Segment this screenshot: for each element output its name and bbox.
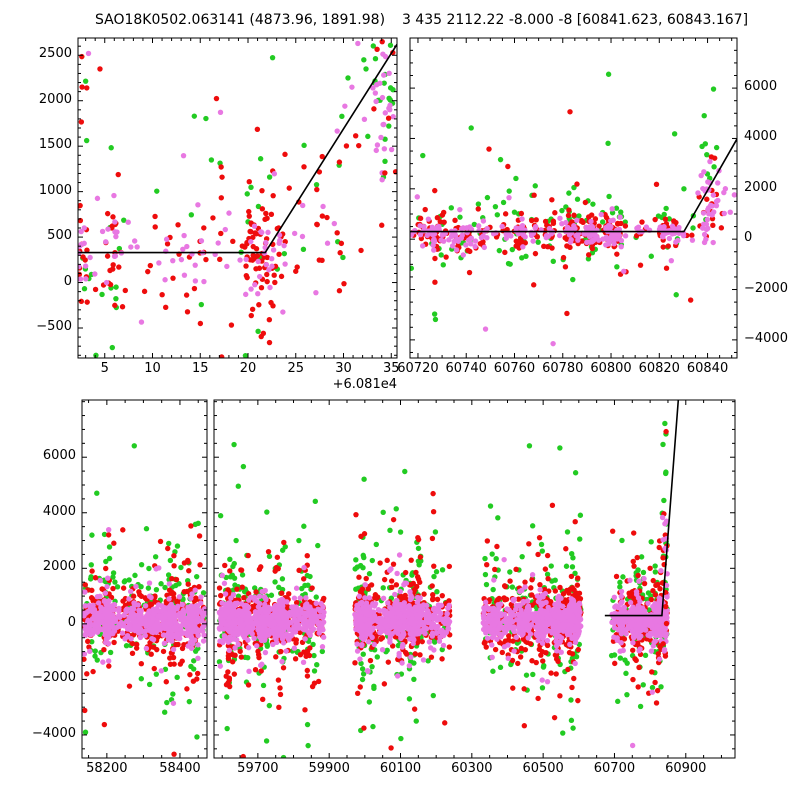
subplot-title-right: 3 435 2112.22 -8.000 -8 [60841.623, 6084… — [401, 12, 749, 28]
subplot-title-left: SAO18K0502.063141 (4873.96, 1891.98) — [94, 12, 386, 28]
